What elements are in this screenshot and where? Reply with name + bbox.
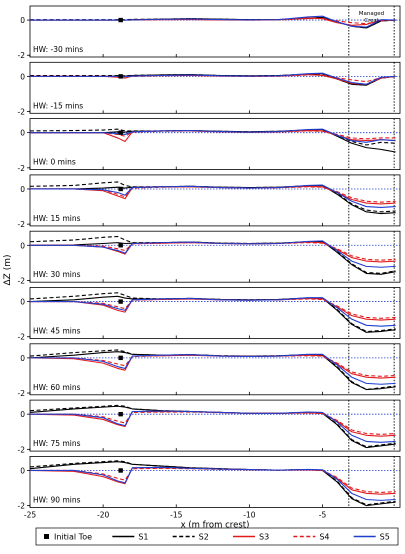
panel-label: HW: -15 mins [33, 101, 83, 110]
x-tick-label: -20 [97, 510, 109, 519]
panel-label: HW: 15 mins [33, 214, 81, 223]
x-tick-label: -15 [170, 510, 182, 519]
initial-toe-marker [118, 355, 123, 361]
series-line-s5 [30, 240, 396, 268]
series-line-s2 [29, 292, 396, 333]
series-line-s5 [30, 184, 396, 208]
y-tick-label: 0 [20, 354, 25, 363]
panel-frame [29, 61, 401, 114]
x-tick-label: -5 [319, 510, 327, 519]
initial-toe-marker [118, 411, 123, 417]
y-tick-label: 0 [20, 16, 25, 25]
panel-frame [29, 230, 401, 283]
legend-label: S2 [199, 533, 209, 542]
y-tick-label: -2 [18, 108, 26, 117]
series-line-s5 [30, 72, 396, 85]
x-axis-title: x (m from crest) [181, 520, 250, 530]
initial-toe-marker [118, 243, 123, 248]
panel-frame [29, 118, 401, 170]
initial-toe-marker [118, 17, 123, 23]
series-line-s2 [29, 181, 396, 213]
panel-frame [29, 5, 401, 58]
panel-label: HW: 30 mins [33, 270, 81, 279]
panel-frame [29, 287, 401, 339]
legend-label: S5 [380, 533, 390, 542]
panel-frame [29, 455, 401, 508]
panel-label: HW: 75 mins [33, 439, 81, 448]
series-line-s2 [29, 460, 396, 506]
panel-6: -2 0 HW: 45 mins [18, 287, 401, 342]
legend: Initial Toe S1 S2 S3 S4 S5 [35, 527, 399, 546]
y-tick-label: 0 [20, 466, 25, 475]
initial-toe-marker [118, 186, 123, 192]
panel-7: -2 0 HW: 60 mins [18, 343, 401, 398]
legend-marker-initial-toe [44, 534, 49, 539]
series-line-s1 [29, 351, 396, 391]
y-tick-label: -2 [18, 445, 26, 454]
series-line-s4 [30, 354, 396, 377]
y-tick-label: -2 [18, 276, 26, 285]
x-tick-label: -10 [243, 510, 255, 519]
panel-9: -2 0 HW: 90 mins [18, 455, 401, 511]
series-line-s5 [30, 128, 396, 143]
y-tick-label: -2 [18, 51, 26, 60]
managed-crest-annotation-2: Crest [364, 18, 379, 24]
legend-label: S4 [319, 533, 329, 542]
y-tick-label: -2 [18, 502, 26, 511]
panel-label: HW: -30 mins [33, 45, 83, 54]
y-tick-label: -2 [18, 333, 26, 342]
initial-toe-marker [118, 130, 123, 135]
legend-label: S1 [138, 533, 148, 542]
series-line-s2 [29, 235, 396, 274]
panel-2: -2 0 HW: -15 mins [18, 61, 401, 117]
initial-toe-marker [118, 468, 123, 473]
y-tick-label: 0 [20, 298, 25, 307]
panel-label: HW: 45 mins [33, 327, 81, 336]
series-line-s5 [30, 466, 396, 501]
y-tick-label: 0 [20, 72, 25, 81]
series-line-s4 [30, 130, 396, 140]
series-line-s5 [30, 297, 396, 327]
legend-label: S3 [259, 533, 269, 542]
managed-crest-annotation-1: Managed [359, 11, 384, 17]
y-tick-label: 0 [20, 185, 25, 194]
x-tick-label: -25 [24, 510, 36, 519]
panel-label: HW: 0 mins [33, 158, 76, 167]
panel-frame [29, 343, 401, 396]
series-line-s2 [29, 349, 396, 391]
panel-frame [29, 174, 401, 227]
y-tick-label: 0 [20, 241, 25, 250]
panel-label: HW: 90 mins [33, 495, 81, 504]
series-line-s5 [30, 410, 396, 443]
panel-5: -2 0 HW: 30 mins [18, 230, 401, 285]
series-line-s4 [30, 467, 396, 493]
legend-label: Initial Toe [54, 533, 92, 542]
panel-frame [29, 399, 401, 452]
panel-8: -2 0 HW: 75 mins [18, 399, 401, 454]
initial-toe-marker [118, 299, 123, 304]
y-tick-label: -2 [18, 389, 26, 398]
series-line-s2 [29, 404, 396, 448]
y-tick-label: 0 [20, 129, 25, 138]
y-axis-title: ΔZ (m) [3, 255, 13, 286]
series-line-s5 [30, 15, 396, 28]
y-tick-label: -2 [18, 220, 26, 229]
panel-label: HW: 60 mins [33, 383, 81, 392]
y-tick-label: -2 [18, 164, 26, 173]
y-tick-label: 0 [20, 410, 25, 419]
series-line-s4 [30, 242, 396, 261]
initial-toe-marker [118, 74, 123, 79]
legend-box [35, 527, 399, 546]
panel-3: -2 0 HW: 0 mins [18, 118, 401, 173]
panel-4: -2 0 HW: 15 mins [18, 174, 401, 229]
series-line-s5 [30, 353, 396, 385]
